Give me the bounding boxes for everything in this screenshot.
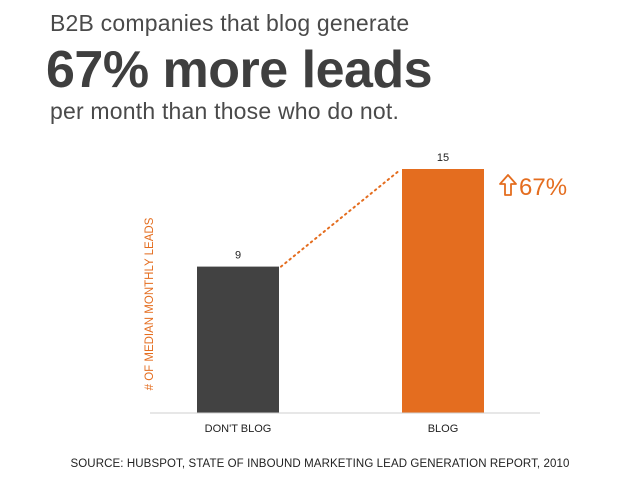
up-arrow-outline-icon [499,174,517,196]
category-label: DON'T BLOG [205,423,272,435]
headline-main: 67% more leads [46,41,433,99]
increase-annotation: 67% [499,174,567,201]
headline-intro: B2B companies that blog generate [50,10,410,36]
headline-outro: per month than those who do not. [50,98,400,124]
value-label: 9 [235,250,241,262]
increase-percent-label: 67% [519,174,567,201]
y-axis-label: # OF MEDIAN MONTHLY LEADS [144,217,156,390]
value-label: 15 [437,152,449,164]
bar-dont-blog [197,266,279,413]
category-label: BLOG [428,423,459,435]
source-note: SOURCE: HUBSPOT, STATE OF INBOUND MARKET… [70,458,570,470]
bar-blog [402,169,484,413]
increase-connector-line [280,169,401,268]
bar-group [197,169,484,413]
label-group: 9 DON'T BLOG 15 BLOG [205,152,459,435]
